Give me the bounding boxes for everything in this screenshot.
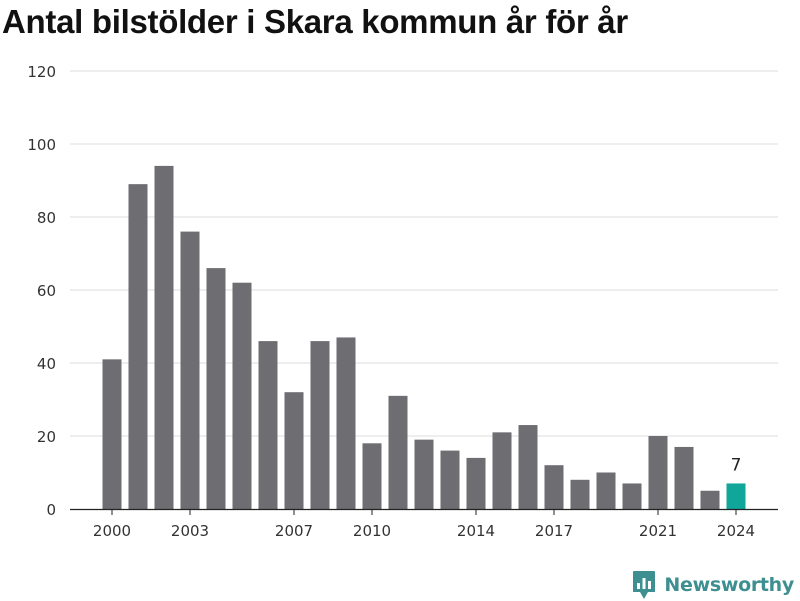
bar-2009 [336,337,356,509]
x-tick-label: 2000 [93,522,131,540]
bar-2012 [414,439,434,509]
x-tick-label: 2017 [535,522,573,540]
bar-2011 [388,395,408,509]
x-tick-label: 2014 [457,522,495,540]
brand-name: Newsworthy [664,574,794,596]
y-tick-label: 40 [37,355,56,373]
x-tick-label: 2021 [639,522,677,540]
bar-2023 [700,490,720,509]
chart-title: Antal bilstölder i Skara kommun år för å… [2,3,628,40]
x-axis-labels: 2000 2003 2007 2010 2014 2017 2021 2024 [93,522,755,540]
bar-2016 [518,425,538,509]
y-tick-label: 120 [27,63,56,81]
y-tick-label: 80 [37,209,56,227]
bar-2019 [596,472,616,509]
gridlines [70,70,778,437]
y-tick-label: 100 [27,136,56,154]
bar-2010 [362,443,382,509]
bar-2024 [726,483,746,509]
x-tick-label: 2007 [275,522,313,540]
x-tick-label: 2010 [353,522,391,540]
bar-2020 [622,483,642,509]
bar-2004 [206,268,226,509]
y-tick-label: 0 [46,501,56,519]
bar-2005 [232,282,252,509]
x-tick-label: 2024 [717,522,755,540]
x-axis [70,508,778,515]
bar-2000 [102,359,122,509]
y-tick-label: 20 [37,428,56,446]
annotations: 7 [731,455,742,475]
brand-logo[interactable]: Newsworthy [632,569,794,601]
bar-2006 [258,341,278,509]
newsworthy-logo-icon [633,571,656,599]
bars [102,165,746,509]
bar-2014 [466,457,486,509]
bar-2008 [310,341,330,509]
bar-2022 [674,446,694,509]
y-tick-label: 60 [37,282,56,300]
bar-2013 [440,450,460,509]
data-label-2024: 7 [731,455,742,475]
bar-2007 [284,392,304,509]
x-tick-label: 2003 [171,522,209,540]
bar-2003 [180,231,200,509]
bar-2001 [128,184,148,509]
bar-2021 [648,436,668,509]
y-axis-labels: 0 20 40 60 80 100 120 [27,63,56,519]
bar-2018 [570,479,590,509]
bar-2002 [154,165,174,509]
bar-2017 [544,465,564,509]
bar-2015 [492,432,512,509]
